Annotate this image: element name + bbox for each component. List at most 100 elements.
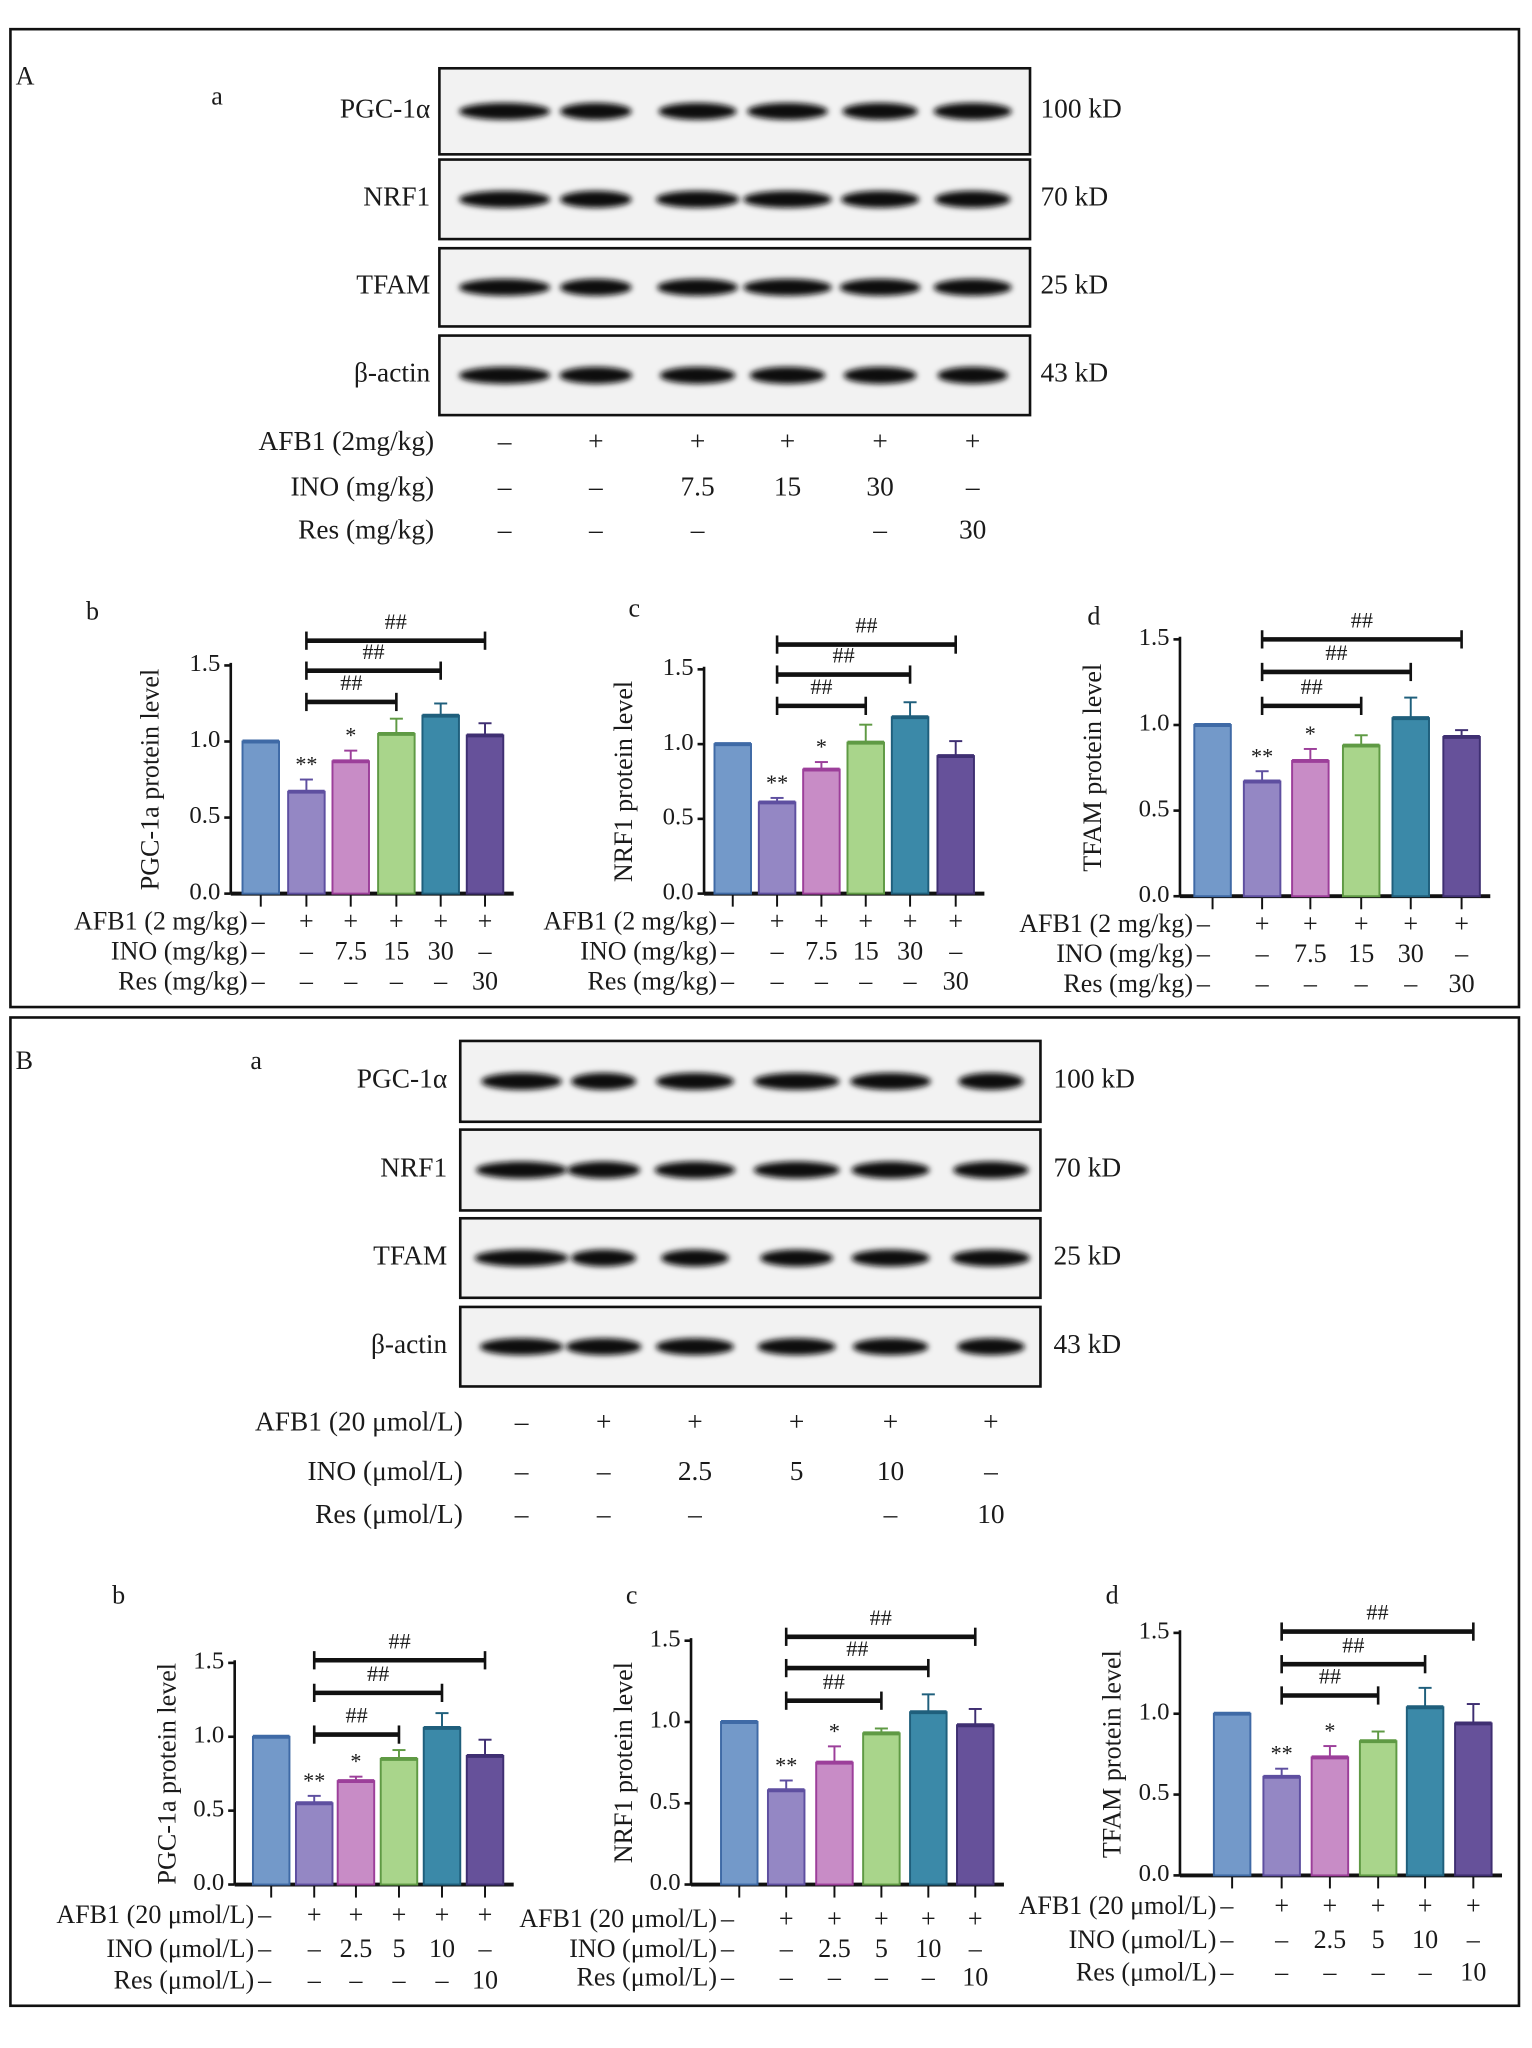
bar <box>802 768 841 895</box>
bar <box>465 1754 505 1886</box>
significance-star: * <box>1305 721 1316 746</box>
treatment-label: INO (μmol/L) <box>569 1934 717 1963</box>
treatment-value: + <box>858 907 873 936</box>
treatment-label: Res (μmol/L) <box>1076 1957 1217 1986</box>
protein-band <box>659 366 736 384</box>
bar <box>956 1724 995 1886</box>
bar <box>287 790 326 895</box>
protein-band <box>655 190 740 208</box>
significance-star: * <box>350 1749 361 1774</box>
treatment-value: 10 <box>429 1934 455 1963</box>
treatment-value: + <box>827 1904 842 1933</box>
treatment-value: – <box>497 472 512 502</box>
treatment-value: – <box>1466 1925 1481 1954</box>
treatment-value: – <box>434 1965 449 1994</box>
treatment-label: INO (μmol/L) <box>106 1934 254 1963</box>
bar <box>1391 717 1430 898</box>
treatment-dash: – <box>720 1934 735 1963</box>
band-label: β-actin <box>354 358 431 388</box>
treatment-value: + <box>903 907 918 936</box>
treatment-value: – <box>478 1934 493 1963</box>
treatment-value: 2.5 <box>678 1456 712 1486</box>
chart-sublabel: b <box>86 596 99 625</box>
treatment-value: – <box>433 967 448 996</box>
significance-star: ** <box>295 752 317 777</box>
significance-star: * <box>816 734 827 759</box>
bar <box>1310 1756 1350 1877</box>
treatment-value: + <box>814 907 829 936</box>
significance-star: ** <box>1251 743 1273 768</box>
protein-band <box>951 1249 1031 1267</box>
y-tick-label: 0.5 <box>1139 795 1170 822</box>
y-axis-label: PGC-1a protein level <box>136 669 165 890</box>
bar <box>251 1735 291 1886</box>
comparison-label: ## <box>346 1703 368 1728</box>
treatment-value: 10 <box>1412 1925 1438 1954</box>
treatment-value: – <box>1274 1957 1289 1986</box>
significance-star: * <box>829 1718 840 1743</box>
treatment-value: – <box>596 1499 611 1529</box>
treatment-label: AFB1 (20 μmol/L) <box>1019 1891 1217 1920</box>
bar <box>1341 744 1381 898</box>
protein-band <box>749 366 826 384</box>
treatment-value: 7.5 <box>1294 939 1327 968</box>
treatment-label: INO (mg/kg) <box>111 937 248 966</box>
treatment-value: – <box>299 967 314 996</box>
treatment-value: 5 <box>1372 1925 1385 1954</box>
treatment-value: + <box>983 1407 998 1437</box>
band-label: TFAM <box>356 270 430 300</box>
y-tick-label: 1.0 <box>650 1707 681 1734</box>
treatment-label: AFB1 (2mg/kg) <box>259 426 435 456</box>
comparison-label: ## <box>385 609 407 634</box>
bar <box>766 1789 806 1886</box>
y-tick-label: 1.0 <box>189 726 220 753</box>
band-size-label: 25 kD <box>1053 1240 1121 1270</box>
treatment-value: – <box>588 515 603 545</box>
protein-band <box>840 190 920 208</box>
treatment-label: INO (μmol/L) <box>1069 1925 1217 1954</box>
significance-star: ** <box>1271 1741 1293 1766</box>
bar <box>815 1761 854 1886</box>
comparison-label: ## <box>846 1636 868 1661</box>
treatment-label: Res (μmol/L) <box>114 1965 255 1994</box>
treatment-value: – <box>779 1934 794 1963</box>
protein-band <box>843 366 917 384</box>
treatment-value: 5 <box>875 1934 888 1963</box>
treatment-label: AFB1 (20 μmol/L) <box>255 1407 463 1437</box>
treatment-value: 30 <box>1398 939 1424 968</box>
treatment-value: – <box>1274 1925 1289 1954</box>
treatment-value: – <box>814 967 829 996</box>
treatment-value: 2.5 <box>1314 1925 1347 1954</box>
treatment-label: AFB1 (2 mg/kg) <box>1019 909 1193 938</box>
y-axis-label: NRF1 protein level <box>609 1662 638 1863</box>
treatment-value: 15 <box>853 937 879 966</box>
comparison-label: ## <box>1351 607 1373 632</box>
treatment-value: – <box>497 515 512 545</box>
treatment-value: + <box>1354 909 1369 938</box>
treatment-value: – <box>348 1965 363 1994</box>
treatment-label: AFB1 (2 mg/kg) <box>74 907 248 936</box>
band-label: NRF1 <box>363 182 430 212</box>
bar <box>465 734 505 895</box>
treatment-value: 5 <box>392 1934 405 1963</box>
bar <box>936 755 975 895</box>
comparison-label: ## <box>1342 1632 1364 1657</box>
treatment-value: + <box>392 1900 407 1929</box>
bar <box>1242 780 1282 898</box>
treatment-value: – <box>883 1499 898 1529</box>
chart-sublabel: d <box>1106 1581 1119 1610</box>
treatment-dash: – <box>720 1963 735 1992</box>
treatment-label: INO (mg/kg) <box>580 937 717 966</box>
treatment-label: Res (mg/kg) <box>588 967 718 996</box>
treatment-value: + <box>789 1407 804 1437</box>
treatment-value: 15 <box>383 937 409 966</box>
treatment-value: + <box>1371 1891 1386 1920</box>
panel-letter: B <box>16 1046 33 1075</box>
y-tick-label: 1.5 <box>663 654 694 681</box>
treatment-label: INO (mg/kg) <box>290 472 434 502</box>
protein-band <box>658 102 737 120</box>
comparison-label: ## <box>870 1605 892 1630</box>
treatment-value: – <box>1403 969 1418 998</box>
protein-band <box>760 1249 834 1267</box>
treatment-value: + <box>690 426 705 456</box>
